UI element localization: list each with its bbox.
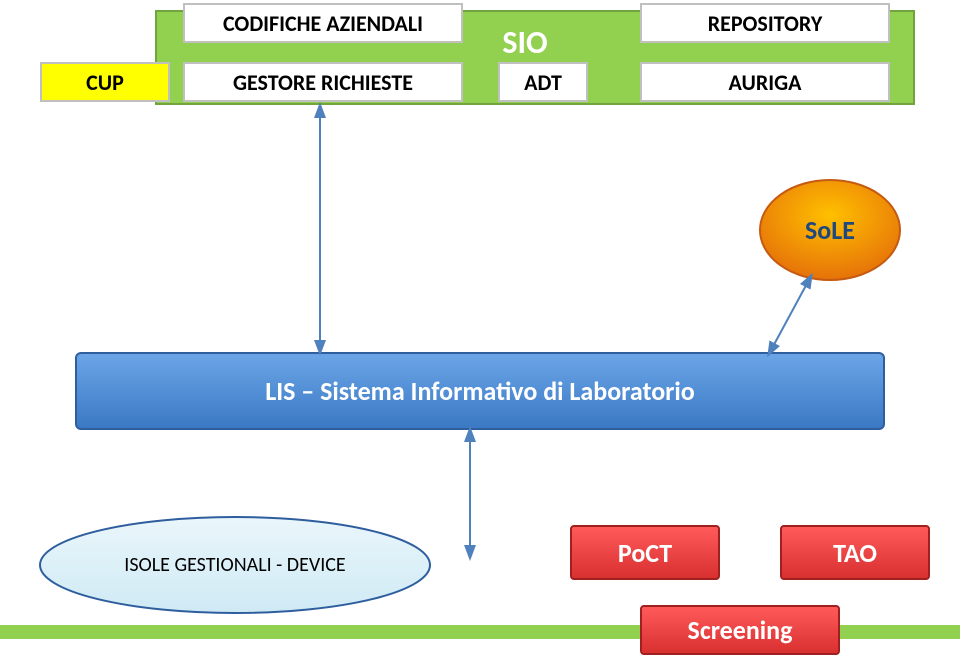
codifiche-box: CODIFICHE AZIENDALI — [183, 3, 463, 43]
sio-label: SIO — [465, 22, 585, 62]
lis-bar: LIS – Sistema Informativo di Laboratorio — [75, 352, 885, 430]
auriga-box: AURIGA — [640, 62, 890, 102]
tao-box: TAO — [780, 525, 930, 580]
adt-box: ADT — [498, 62, 588, 102]
screening-box: Screening — [640, 605, 840, 655]
poct-box: PoCT — [570, 525, 720, 580]
cup-box: CUP — [40, 62, 170, 102]
sole-label: SoLE — [760, 180, 900, 280]
isole-label: ISOLE GESTIONALI - DEVICE — [40, 517, 430, 613]
gestore-box: GESTORE RICHIESTE — [183, 62, 463, 102]
repository-box: REPOSITORY — [640, 3, 890, 43]
